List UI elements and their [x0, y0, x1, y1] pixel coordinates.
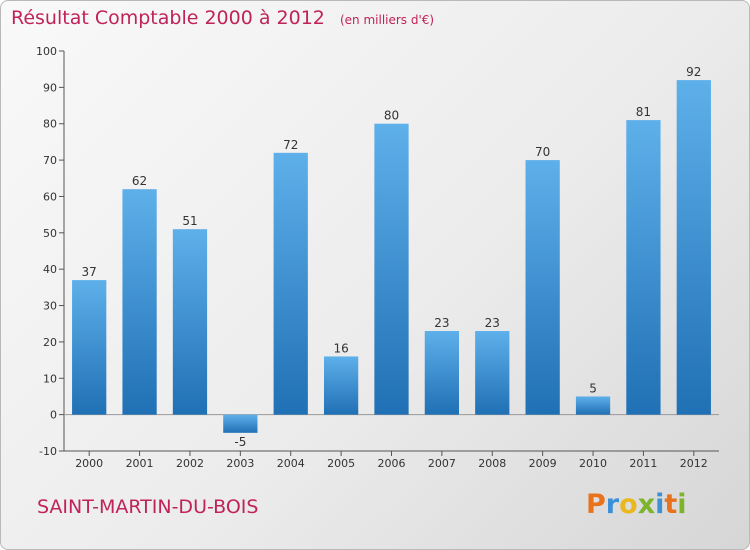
- chart-unit-text: (en milliers d'€): [339, 13, 435, 27]
- bar: [323, 356, 359, 415]
- data-label: 92: [686, 65, 701, 79]
- logo-letter: i: [677, 489, 687, 520]
- y-tick-label: 70: [43, 154, 57, 167]
- x-tick-label: 2010: [579, 457, 607, 470]
- logo-letter: o: [619, 489, 638, 520]
- commune-name: SAINT-MARTIN-DU-BOIS: [37, 496, 259, 518]
- y-tick-label: 90: [43, 81, 57, 94]
- bar: [475, 331, 510, 415]
- y-tick-label: 100: [36, 45, 57, 58]
- bar: [525, 160, 560, 415]
- bar: [424, 331, 460, 415]
- data-label: 16: [333, 341, 348, 355]
- data-label: 5: [589, 381, 597, 395]
- logo-letter: x: [637, 489, 656, 520]
- x-tick-label: 2000: [75, 457, 103, 470]
- data-label: -5: [234, 435, 246, 449]
- y-tick-label: 80: [43, 118, 57, 131]
- chart-title: Résultat Comptable 2000 à 2012 (en milli…: [11, 7, 434, 29]
- x-tick-label: 2001: [126, 457, 154, 470]
- x-tick-label: 2003: [226, 457, 254, 470]
- x-tick-label: 2012: [680, 457, 708, 470]
- x-tick-label: 2007: [428, 457, 456, 470]
- y-tick-label: 50: [43, 227, 57, 240]
- data-label: 72: [283, 138, 298, 152]
- x-tick-label: 2004: [277, 457, 305, 470]
- bar: [72, 280, 107, 415]
- bar: [122, 189, 157, 415]
- bar: [223, 414, 258, 433]
- data-label: 23: [434, 316, 449, 330]
- bar: [273, 152, 308, 415]
- bar: [172, 229, 208, 415]
- bar: [374, 123, 409, 415]
- data-label: 23: [485, 316, 500, 330]
- chart-title-text: Résultat Comptable 2000 à 2012: [11, 7, 325, 29]
- x-tick-label: 2002: [176, 457, 204, 470]
- logo-letter: i: [655, 489, 665, 520]
- data-label: 62: [132, 174, 147, 188]
- y-tick-label: 30: [43, 300, 57, 313]
- data-label: 80: [384, 109, 399, 123]
- y-tick-label: 10: [43, 372, 57, 385]
- data-label: 70: [535, 145, 550, 159]
- y-tick-label: 0: [50, 409, 57, 422]
- data-label: 51: [182, 214, 197, 228]
- y-tick-label: -10: [39, 445, 57, 458]
- bar: [575, 396, 611, 415]
- x-tick-label: 2005: [327, 457, 355, 470]
- logo-letter: t: [664, 489, 678, 520]
- x-tick-label: 2008: [478, 457, 506, 470]
- bar: [676, 80, 711, 415]
- y-tick-label: 60: [43, 190, 57, 203]
- proxiti-logo: Proxiti: [586, 489, 687, 520]
- x-tick-label: 2006: [378, 457, 406, 470]
- bar: [626, 120, 661, 415]
- logo-letter: r: [605, 489, 620, 520]
- x-tick-label: 2011: [629, 457, 657, 470]
- y-tick-label: 20: [43, 336, 57, 349]
- data-label: 37: [82, 265, 97, 279]
- y-tick-label: 40: [43, 263, 57, 276]
- data-label: 81: [636, 105, 651, 119]
- logo-letter: P: [586, 489, 606, 520]
- x-tick-label: 2009: [529, 457, 557, 470]
